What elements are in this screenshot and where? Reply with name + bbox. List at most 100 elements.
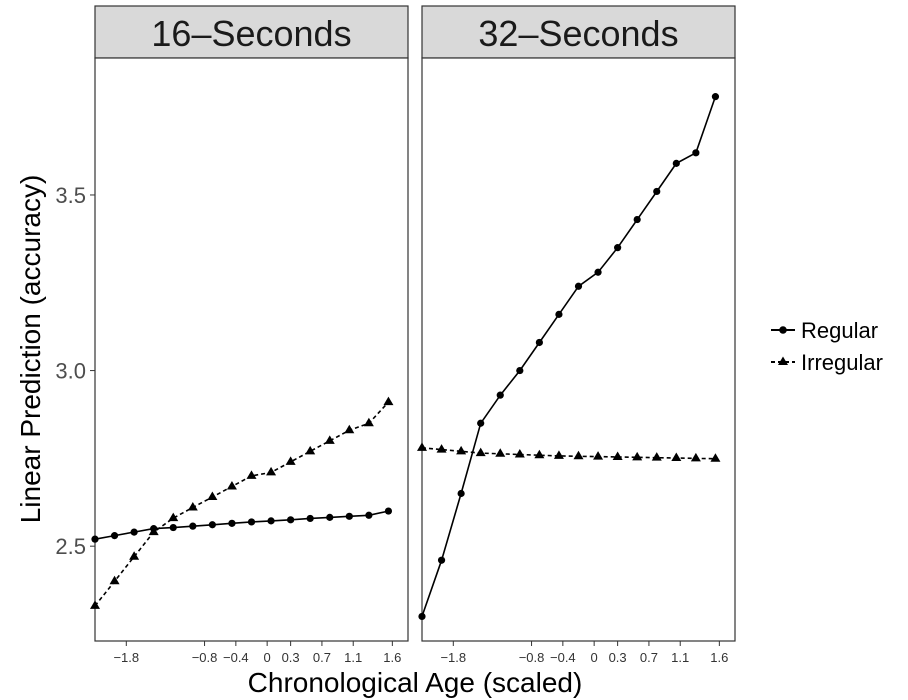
- data-point: [285, 456, 296, 465]
- data-point: [594, 268, 602, 276]
- data-point: [690, 452, 701, 462]
- legend-label-irregular: Irregular: [801, 350, 883, 375]
- data-point: [534, 449, 545, 459]
- panel-2: 32–Seconds −1.8 −0.8 −0.4 0 0.3 0.7 1.1 1.6: [417, 5, 736, 665]
- data-point: [383, 396, 394, 406]
- series-line: [94, 510, 389, 540]
- legend-label-regular: Regular: [801, 318, 878, 343]
- data-point: [574, 282, 583, 290]
- data-point: [475, 447, 486, 457]
- panel-1: 16–Seconds −1.8 −0.8 −0.4 0 0.3 0.7 1.1 1.6: [90, 5, 409, 665]
- data-point: [495, 448, 506, 457]
- data-point: [514, 449, 525, 458]
- data-point: [187, 502, 198, 511]
- data-point: [457, 489, 465, 498]
- data-point: [344, 424, 355, 434]
- data-point: [436, 444, 447, 453]
- x-axis-title: Chronological Age (scaled): [248, 667, 583, 698]
- series-regular: [418, 93, 720, 621]
- data-point: [247, 518, 256, 526]
- data-point: [228, 519, 236, 527]
- x-tick-label: 0.3: [282, 650, 300, 665]
- data-point: [130, 528, 138, 536]
- data-point: [711, 93, 720, 101]
- data-point: [573, 450, 584, 460]
- x-tick-label: 0.3: [609, 650, 627, 665]
- y-tick-label: 3.5: [55, 183, 86, 208]
- legend-item-regular: Regular: [771, 318, 878, 343]
- facet-panels: 16–Seconds −1.8 −0.8 −0.4 0 0.3 0.7 1.1 1.6 32–Se…: [90, 5, 736, 665]
- panel-border: [94, 57, 409, 642]
- data-point: [90, 600, 100, 609]
- data-point: [692, 149, 700, 157]
- data-point: [207, 491, 218, 501]
- data-point: [168, 512, 179, 522]
- legend-key-regular-marker: [779, 326, 787, 334]
- data-point: [246, 470, 257, 479]
- strip-title: 16–Seconds: [151, 13, 351, 54]
- series-line: [421, 96, 717, 617]
- data-point: [417, 442, 427, 451]
- data-point: [535, 338, 543, 347]
- data-point: [632, 451, 643, 461]
- x-tick-label: −0.8: [192, 650, 218, 665]
- data-point: [326, 513, 334, 521]
- legend-key-irregular-marker: [778, 356, 788, 365]
- legend-item-irregular: Irregular: [771, 350, 883, 375]
- series-line: [421, 447, 716, 460]
- data-point: [516, 366, 524, 375]
- data-point: [208, 521, 216, 529]
- strip-title: 32–Seconds: [478, 13, 678, 54]
- legend: Regular Irregular: [771, 318, 883, 375]
- data-point: [305, 445, 316, 455]
- data-point: [384, 507, 393, 515]
- data-point: [267, 517, 275, 525]
- data-point: [324, 435, 335, 444]
- data-point: [345, 512, 353, 520]
- data-point: [653, 187, 661, 196]
- x-tick-label: 1.1: [671, 650, 689, 665]
- data-point: [437, 556, 446, 564]
- data-point: [189, 522, 197, 530]
- series-irregular: [417, 442, 721, 462]
- y-tick-label: 3.0: [55, 359, 86, 384]
- data-point: [671, 452, 682, 462]
- x-tick-label: 0.7: [313, 650, 331, 665]
- data-point: [169, 523, 177, 532]
- strip-background: [94, 5, 409, 59]
- data-point: [365, 511, 373, 519]
- series-irregular: [90, 396, 394, 609]
- data-point: [266, 466, 277, 476]
- x-tick-label: −1.8: [440, 650, 466, 665]
- x-tick-label: 1.6: [710, 650, 728, 665]
- data-point: [287, 516, 295, 524]
- data-point: [418, 612, 426, 621]
- y-tick-label: 2.5: [55, 534, 86, 559]
- series-line: [94, 401, 389, 607]
- x-tick-label: −0.4: [223, 650, 249, 665]
- y-axis-title: Linear Prediction (accuracy): [15, 175, 46, 524]
- x-tick-label: 1.6: [383, 650, 401, 665]
- x-tick-label: −1.8: [113, 650, 139, 665]
- data-point: [477, 419, 485, 427]
- data-point: [306, 514, 314, 523]
- data-point: [148, 526, 159, 536]
- data-point: [651, 452, 662, 461]
- y-axis-ticks: 2.5 3.0 3.5: [55, 183, 95, 559]
- x-tick-label: 0.7: [640, 650, 658, 665]
- data-point: [593, 451, 604, 460]
- data-point: [226, 480, 237, 490]
- data-point: [633, 215, 641, 224]
- data-point: [456, 445, 467, 455]
- data-point: [129, 551, 140, 560]
- data-point: [710, 453, 721, 462]
- data-point: [612, 451, 623, 460]
- data-point: [672, 159, 680, 167]
- x-tick-label: 0: [264, 650, 271, 665]
- data-point: [110, 532, 119, 540]
- panel-border: [421, 57, 736, 642]
- x-tick-label: −0.4: [550, 650, 576, 665]
- data-point: [555, 310, 563, 318]
- x-tick-label: 0: [591, 650, 598, 665]
